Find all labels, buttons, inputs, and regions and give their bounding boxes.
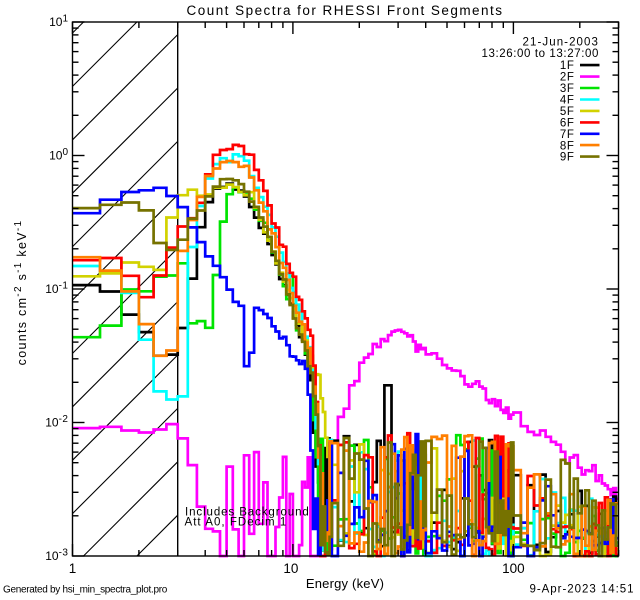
svg-text:Generated by hsi_min_spectra_p: Generated by hsi_min_spectra_plot.pro <box>3 585 168 596</box>
svg-text:1: 1 <box>69 561 77 576</box>
svg-text:9F: 9F <box>560 152 575 164</box>
svg-text:6F: 6F <box>560 117 575 129</box>
svg-text:100: 100 <box>502 561 525 576</box>
svg-text:13:26:00 to 13:27:00: 13:26:00 to 13:27:00 <box>481 48 599 60</box>
svg-text:4F: 4F <box>560 94 575 106</box>
svg-text:10-2: 10-2 <box>45 414 68 430</box>
svg-text:10-3: 10-3 <box>45 547 68 563</box>
svg-text:Att A0, FDecim 1: Att A0, FDecim 1 <box>185 517 288 529</box>
svg-text:100: 100 <box>49 147 68 163</box>
svg-text:9-Apr-2023 14:51: 9-Apr-2023 14:51 <box>529 584 634 596</box>
svg-text:10-1: 10-1 <box>45 280 68 296</box>
svg-text:Includes Background: Includes Background <box>185 507 310 519</box>
svg-text:3F: 3F <box>560 83 575 95</box>
svg-text:101: 101 <box>49 13 68 29</box>
svg-text:2F: 2F <box>560 72 575 84</box>
svg-text:Energy (keV): Energy (keV) <box>306 576 384 591</box>
svg-text:5F: 5F <box>560 106 575 118</box>
svg-text:8F: 8F <box>560 140 575 152</box>
svg-text:1F: 1F <box>560 60 575 72</box>
svg-text:10: 10 <box>283 561 298 576</box>
svg-text:7F: 7F <box>560 129 575 141</box>
svg-text:Count Spectra for RHESSI Front: Count Spectra for RHESSI Front Segments <box>187 3 504 18</box>
svg-text:21-Jun-2003: 21-Jun-2003 <box>523 37 599 49</box>
svg-text:counts cm-2 s-1 keV-1: counts cm-2 s-1 keV-1 <box>13 220 29 366</box>
